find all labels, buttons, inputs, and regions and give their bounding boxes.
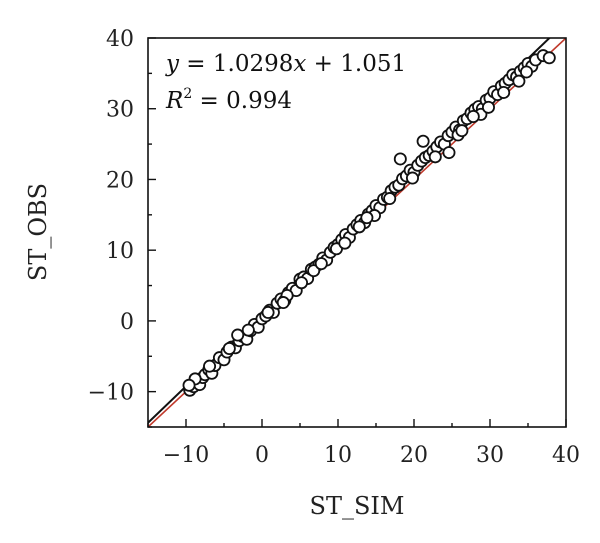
x-tick-label: 20: [400, 443, 428, 468]
equation-intercept: + 1.051: [306, 51, 406, 77]
regression-equation: y = 1.0298x + 1.051: [165, 51, 406, 77]
data-point: [383, 192, 397, 206]
x-tick-label: 10: [324, 443, 352, 468]
y-tick-label: 30: [106, 98, 134, 123]
data-point: [393, 152, 407, 166]
data-point: [416, 134, 430, 148]
y-tick-label: 0: [120, 310, 134, 335]
data-point: [428, 150, 442, 164]
data-point: [314, 257, 328, 271]
data-point: [276, 296, 290, 310]
data-point: [481, 100, 495, 114]
data-point: [222, 341, 236, 355]
data-point: [261, 305, 275, 319]
data-point: [241, 323, 255, 337]
data-point: [338, 236, 352, 250]
x-tick-label: 30: [476, 443, 504, 468]
y-axis-title: ST_OBS: [24, 183, 52, 281]
equation-x-variable: x: [293, 51, 306, 77]
data-point: [519, 65, 533, 79]
y-tick-label: −10: [88, 381, 134, 406]
data-point: [405, 171, 419, 185]
y-tick-label: 10: [106, 239, 134, 264]
equation-y-variable: y: [165, 51, 180, 77]
equation-coefficient: = 1.0298: [179, 51, 293, 77]
scatter-points: [182, 49, 556, 397]
r-squared-exponent: 2: [183, 86, 192, 102]
data-point: [497, 85, 511, 99]
data-point: [455, 124, 469, 138]
r-squared-value: = 0.994: [192, 88, 292, 114]
y-tick-label: 40: [106, 27, 134, 52]
data-point: [203, 359, 217, 373]
data-point: [360, 211, 374, 225]
r-squared-annotation: R2 = 0.994: [165, 86, 292, 114]
data-point: [352, 220, 366, 234]
y-tick-label: 20: [106, 168, 134, 193]
x-tick-label: −10: [163, 443, 209, 468]
data-point: [466, 110, 480, 124]
r-squared-symbol: R: [165, 88, 183, 114]
data-point: [231, 328, 245, 342]
data-point: [542, 51, 556, 65]
data-point: [182, 378, 196, 392]
data-point: [512, 74, 526, 88]
data-point: [442, 146, 456, 160]
x-axis-title: ST_SIM: [310, 492, 405, 520]
plot-frame: [147, 37, 567, 428]
x-tick-label: 0: [255, 443, 269, 468]
data-point: [295, 276, 309, 290]
x-tick-label: 40: [552, 443, 580, 468]
